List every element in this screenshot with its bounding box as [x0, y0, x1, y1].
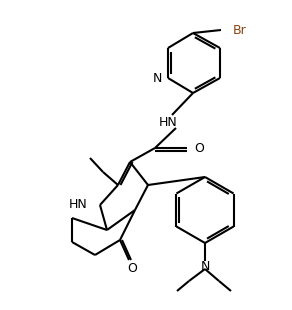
Text: HN: HN [159, 117, 177, 130]
Text: HN: HN [69, 198, 88, 211]
Text: Br: Br [233, 24, 247, 37]
Text: N: N [200, 259, 210, 272]
Text: N: N [153, 72, 162, 85]
Text: O: O [127, 263, 137, 276]
Text: O: O [194, 141, 204, 154]
